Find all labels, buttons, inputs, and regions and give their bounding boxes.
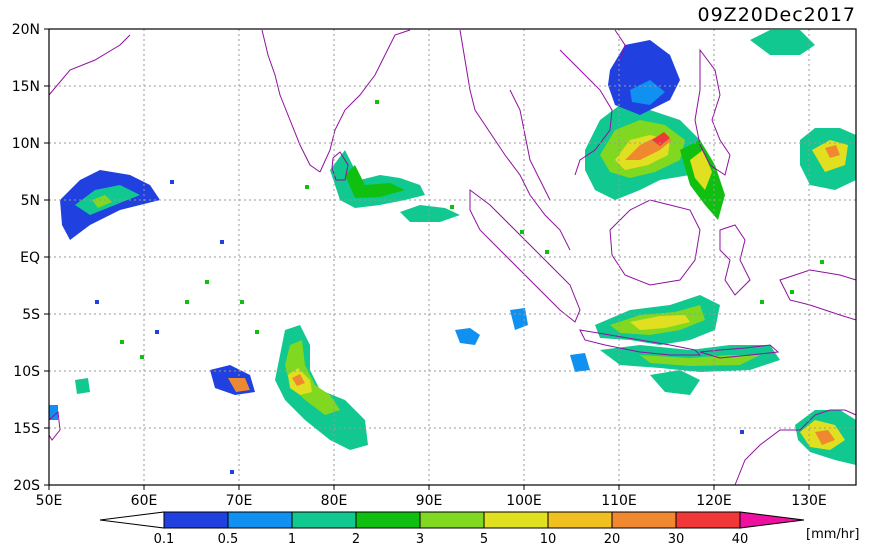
lon-label: 100E: [506, 493, 542, 509]
colorbar-cell: [291, 511, 357, 529]
colorbar-tick-label: 10: [540, 532, 557, 544]
colorbar: 0.1 0.5 1 2 3 5 10 20 30 40 [mm/hr]: [99, 511, 859, 544]
lat-label: 15N: [12, 79, 40, 95]
colorbar-tick-label: 2: [352, 532, 360, 544]
lat-label: EQ: [20, 250, 40, 266]
map-area: [48, 28, 857, 486]
colorbar-tick-label: 0.5: [218, 532, 239, 544]
lon-label: 70E: [226, 493, 253, 509]
lon-label: 110E: [601, 493, 637, 509]
lon-label: 50E: [36, 493, 63, 509]
colorbar-min-arrow: [99, 511, 165, 529]
lon-label: 90E: [416, 493, 443, 509]
lat-label: 5S: [22, 307, 40, 323]
latitude-labels: 20N 15N 10N 5N EQ 5S 10S 15S 20S: [12, 22, 40, 494]
colorbar-cell: [547, 511, 613, 529]
axis-ticks: [44, 28, 810, 490]
lat-label: 10S: [13, 364, 40, 380]
colorbar-tick-label: 3: [416, 532, 424, 544]
colorbar-tick-label: 0.1: [154, 532, 175, 544]
colorbar-labels: 0.1 0.5 1 2 3 5 10 20 30 40: [154, 532, 749, 544]
colorbar-cell: [419, 511, 485, 529]
colorbar-cell: [163, 511, 229, 529]
colorbar-cell: [483, 511, 549, 529]
colorbar-tick-label: 5: [480, 532, 488, 544]
lon-label: 120E: [696, 493, 732, 509]
colorbar-tick-label: 40: [732, 532, 749, 544]
coastlines: [48, 29, 857, 486]
colorbar-max-arrow: [739, 511, 805, 529]
colorbar-cell: [227, 511, 293, 529]
colorbar-cell: [355, 511, 421, 529]
colorbar-tick-label: 30: [668, 532, 685, 544]
graticule: [49, 29, 856, 485]
lat-label: 5N: [21, 193, 40, 209]
lat-label: 20S: [13, 478, 40, 494]
lat-label: 20N: [12, 22, 40, 38]
lon-label: 130E: [791, 493, 827, 509]
colorbar-tick-label: 1: [288, 532, 296, 544]
lat-label: 10N: [12, 136, 40, 152]
colorbar-unit: [mm/hr]: [806, 527, 859, 542]
map-title: 09Z20Dec2017: [698, 4, 857, 26]
colorbar-cell: [611, 511, 677, 529]
colorbar-tick-label: 20: [604, 532, 621, 544]
longitude-labels: 50E 60E 70E 80E 90E 100E 110E 120E 130E: [36, 493, 827, 509]
lat-label: 15S: [13, 421, 40, 437]
colorbar-cells: [163, 511, 741, 529]
colorbar-cell: [675, 511, 741, 529]
lon-label: 60E: [131, 493, 158, 509]
lon-label: 80E: [321, 493, 348, 509]
